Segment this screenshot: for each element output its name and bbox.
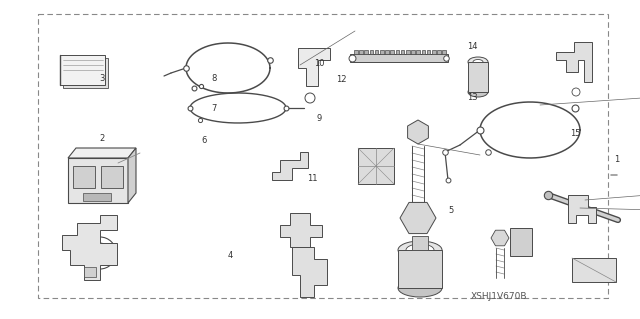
Polygon shape [68, 148, 136, 158]
Polygon shape [568, 195, 596, 223]
Circle shape [411, 211, 425, 225]
Circle shape [90, 243, 110, 263]
Bar [364, 50, 368, 54]
Bar [390, 50, 394, 54]
Bar [442, 50, 446, 54]
Bar [359, 50, 363, 54]
Bar [572, 258, 616, 282]
Text: 3: 3 [99, 74, 104, 83]
Ellipse shape [406, 244, 434, 256]
Text: 8: 8 [211, 74, 216, 83]
Text: 9: 9 [317, 114, 322, 122]
Bar [73, 166, 95, 188]
Bar [84, 267, 96, 277]
Bar [350, 54, 448, 62]
Bar [375, 50, 378, 54]
Polygon shape [272, 152, 308, 180]
Bar [396, 50, 399, 54]
Polygon shape [491, 230, 509, 246]
Bar [432, 50, 435, 54]
Bar [422, 50, 425, 54]
Bar [412, 50, 415, 54]
Text: 4: 4 [227, 251, 232, 260]
Text: 7: 7 [211, 104, 216, 113]
Bar [401, 50, 404, 54]
Bar [406, 50, 410, 54]
Bar [101, 166, 123, 188]
Text: 11: 11 [307, 174, 317, 183]
Polygon shape [400, 203, 436, 234]
Ellipse shape [468, 57, 488, 67]
Polygon shape [408, 120, 428, 144]
Ellipse shape [398, 241, 442, 259]
Ellipse shape [473, 60, 483, 64]
Circle shape [407, 207, 429, 229]
Text: 14: 14 [467, 42, 477, 51]
Bar [83, 193, 111, 201]
Ellipse shape [468, 87, 488, 97]
Polygon shape [62, 215, 117, 280]
Polygon shape [298, 48, 330, 86]
Text: XSHJ1V670B: XSHJ1V670B [471, 292, 527, 301]
Bar [510, 228, 532, 256]
Ellipse shape [398, 279, 442, 297]
Polygon shape [556, 42, 592, 82]
Bar [417, 50, 420, 54]
Bar [354, 50, 358, 54]
Polygon shape [128, 148, 136, 203]
Bar [385, 50, 388, 54]
Text: 5: 5 [448, 206, 453, 215]
Polygon shape [60, 55, 105, 85]
Polygon shape [292, 247, 327, 297]
Circle shape [84, 237, 116, 269]
Bar [370, 50, 373, 54]
Bar [398, 250, 442, 288]
Text: 13: 13 [467, 93, 478, 102]
Bar [380, 50, 383, 54]
Bar [427, 50, 430, 54]
Bar [358, 148, 394, 184]
Polygon shape [68, 158, 128, 203]
Text: 12: 12 [336, 75, 346, 84]
Text: 10: 10 [314, 59, 324, 68]
Text: 2: 2 [99, 134, 104, 143]
Polygon shape [280, 213, 322, 247]
Polygon shape [63, 58, 108, 88]
Bar [437, 50, 441, 54]
Text: 1: 1 [614, 155, 620, 164]
Bar [412, 236, 428, 250]
Text: 6: 6 [202, 136, 207, 145]
Bar [468, 62, 488, 92]
Text: 15: 15 [570, 130, 580, 138]
